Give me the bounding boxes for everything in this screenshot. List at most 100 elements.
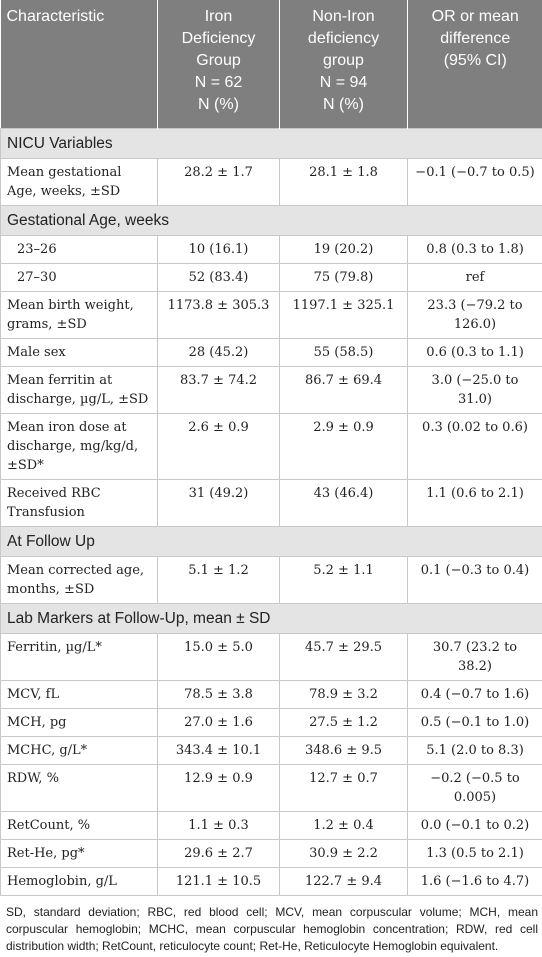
- row-label: MCH, pg: [0, 708, 158, 737]
- header-cell: Iron Deficiency Group N = 62 N (%): [157, 0, 280, 129]
- cell: 27.5 ± 1.2: [279, 708, 408, 737]
- header-line: Group: [196, 52, 241, 69]
- section-label: Gestational Age, weeks: [0, 205, 542, 236]
- cell: 3.0 (−25.0 to 31.0): [407, 366, 542, 414]
- section-row: At Follow Up: [0, 526, 542, 557]
- header-cell: OR or mean difference (95% CI): [407, 0, 542, 129]
- cell: 348.6 ± 9.5: [279, 736, 408, 765]
- cell: 83.7 ± 74.2: [157, 366, 280, 414]
- cell: 1.1 (0.6 to 2.1): [407, 479, 542, 527]
- section-row: NICU Variables: [0, 128, 542, 159]
- cell: 28.1 ± 1.8: [279, 158, 408, 206]
- footnote: SD, standard deviation; RBC, red blood c…: [6, 905, 538, 953]
- data-row: Hemoglobin, g/L 121.1 ± 10.5 122.7 ± 9.4 1.…: [0, 867, 542, 896]
- data-row: 23–26 10 (16.1) 19 (20.2) 0.8 (0.3 to 1.8): [0, 235, 542, 264]
- cell: 1.1 ± 0.3: [157, 811, 280, 840]
- cell: 0.0 (−0.1 to 0.2): [407, 811, 542, 840]
- cell: −0.2 (−0.5 to 0.005): [407, 764, 542, 812]
- data-row: MCH, pg 27.0 ± 1.6 27.5 ± 1.2 0.5 (−0.1 to …: [0, 708, 542, 737]
- header-line: deficiency: [307, 30, 380, 47]
- data-row: Received RBC Transfusion 31 (49.2) 43 (46.…: [0, 479, 542, 527]
- row-label: Male sex: [0, 338, 158, 367]
- data-row: Mean corrected age, months, ±SD 5.1 ± 1.2…: [0, 556, 542, 604]
- data-row: Ferritin, µg/L* 15.0 ± 5.0 45.7 ± 29.5 30.7…: [0, 633, 542, 681]
- row-label: Mean gestational Age, weeks, ±SD: [0, 158, 158, 206]
- data-row: Mean ferritin at discharge, µg/L, ±SD 83.…: [0, 366, 542, 414]
- cell: 15.0 ± 5.0: [157, 633, 280, 681]
- cell: 1.2 ± 0.4: [279, 811, 408, 840]
- cell: 10 (16.1): [157, 235, 280, 264]
- cell: 27.0 ± 1.6: [157, 708, 280, 737]
- header-line: difference: [440, 30, 511, 47]
- cell: 78.9 ± 3.2: [279, 680, 408, 709]
- header-line: N = 94: [319, 74, 368, 91]
- cell: 29.6 ± 2.7: [157, 839, 280, 868]
- section-row: Gestational Age, weeks: [0, 205, 542, 236]
- data-row: MCHC, g/L* 343.4 ± 10.1 348.6 ± 9.5 5.1 (2.…: [0, 736, 542, 765]
- cell: 0.3 (0.02 to 0.6): [407, 413, 542, 480]
- row-label: 23–26: [0, 235, 158, 264]
- cell: 1.6 (−1.6 to 4.7): [407, 867, 542, 896]
- cell: 0.4 (−0.7 to 1.6): [407, 680, 542, 709]
- data-row: 27–30 52 (83.4) 75 (79.8) ref: [0, 263, 542, 292]
- cell: 31 (49.2): [157, 479, 280, 527]
- cell: ref: [407, 263, 542, 292]
- cell: 30.9 ± 2.2: [279, 839, 408, 868]
- cell: 12.9 ± 0.9: [157, 764, 280, 812]
- header-line: OR or mean: [431, 8, 519, 25]
- cell: 1197.1 ± 325.1: [279, 291, 408, 339]
- cell: 45.7 ± 29.5: [279, 633, 408, 681]
- section-label: Lab Markers at Follow-Up, mean ± SD: [0, 603, 542, 634]
- header-line: Non-Iron: [312, 8, 375, 25]
- cell: 43 (46.4): [279, 479, 408, 527]
- row-label: Mean ferritin at discharge, µg/L, ±SD: [0, 366, 158, 414]
- row-label: Hemoglobin, g/L: [0, 867, 158, 896]
- header-line: group: [323, 52, 364, 69]
- cell: 23.3 (−79.2 to 126.0): [407, 291, 542, 339]
- cell: 19 (20.2): [279, 235, 408, 264]
- cell: 2.6 ± 0.9: [157, 413, 280, 480]
- row-label: Mean birth weight, grams, ±SD: [0, 291, 158, 339]
- table-body: NICU Variables Mean gestational Age, week…: [0, 128, 542, 896]
- header-line: Iron: [204, 8, 233, 25]
- header-line: N (%): [198, 96, 239, 113]
- row-label: Ferritin, µg/L*: [0, 633, 158, 681]
- cell: 343.4 ± 10.1: [157, 736, 280, 765]
- data-row: Male sex 28 (45.2) 55 (58.5) 0.6 (0.3 to 1.…: [0, 338, 542, 367]
- row-label: RetCount, %: [0, 811, 158, 840]
- section-row: Lab Markers at Follow-Up, mean ± SD: [0, 603, 542, 634]
- cell: 55 (58.5): [279, 338, 408, 367]
- data-row: RDW, % 12.9 ± 0.9 12.7 ± 0.7 −0.2 (−0.5 to …: [0, 764, 542, 812]
- header-row: Characteristic Iron Deficiency Group N = 62 N…: [0, 0, 542, 129]
- row-label: Mean iron dose at discharge, mg/kg/d, ±S…: [0, 413, 158, 480]
- header-line: (95% CI): [443, 52, 507, 69]
- cell: 0.1 (−0.3 to 0.4): [407, 556, 542, 604]
- cell: 78.5 ± 3.8: [157, 680, 280, 709]
- cell: 2.9 ± 0.9: [279, 413, 408, 480]
- data-row: Mean iron dose at discharge, mg/kg/d, ±S…: [0, 413, 542, 480]
- cell: 86.7 ± 69.4: [279, 366, 408, 414]
- data-row: Mean birth weight, grams, ±SD 1173.8 ± 30…: [0, 291, 542, 339]
- row-label: Ret-He, pg*: [0, 839, 158, 868]
- header-line: Characteristic: [6, 8, 105, 25]
- cell: 52 (83.4): [157, 263, 280, 292]
- row-label: Received RBC Transfusion: [0, 479, 158, 527]
- section-label: NICU Variables: [0, 128, 542, 159]
- cell: 30.7 (23.2 to 38.2): [407, 633, 542, 681]
- section-label: At Follow Up: [0, 526, 542, 557]
- cell: −0.1 (−0.7 to 0.5): [407, 158, 542, 206]
- cell: 1.3 (0.5 to 2.1): [407, 839, 542, 868]
- cell: 5.2 ± 1.1: [279, 556, 408, 604]
- row-label: MCV, fL: [0, 680, 158, 709]
- data-row: MCV, fL 78.5 ± 3.8 78.9 ± 3.2 0.4 (−0.7 to …: [0, 680, 542, 709]
- cell: 5.1 ± 1.2: [157, 556, 280, 604]
- cell: 75 (79.8): [279, 263, 408, 292]
- header-cell: Characteristic: [0, 0, 158, 129]
- cell: 0.6 (0.3 to 1.1): [407, 338, 542, 367]
- header-line: Deficiency: [181, 30, 256, 47]
- cell: 5.1 (2.0 to 8.3): [407, 736, 542, 765]
- cell: 12.7 ± 0.7: [279, 764, 408, 812]
- row-label: MCHC, g/L*: [0, 736, 158, 765]
- table-header: Characteristic Iron Deficiency Group N = 62 N…: [0, 0, 542, 129]
